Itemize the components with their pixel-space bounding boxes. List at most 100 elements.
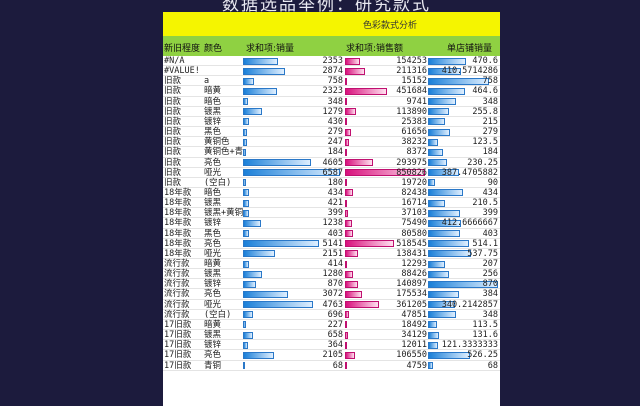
cell-color[interactable]: 镀黑+黄铜 (204, 208, 244, 219)
cell-color[interactable]: 镀锌 (204, 218, 222, 229)
cell-color[interactable]: 暗黄 (204, 319, 222, 330)
cell-per-store[interactable]: 403 (482, 228, 498, 239)
table-row[interactable]: 旧款 黄铜色 247 38232 123.5 (163, 137, 500, 148)
cell-amount[interactable]: 9741 (406, 96, 427, 107)
cell-color[interactable]: (空白) (204, 177, 232, 188)
cell-per-store[interactable]: 256 (482, 269, 498, 280)
cell-qty[interactable]: 421 (327, 198, 343, 209)
cell-color[interactable]: 黄铜色 (204, 137, 230, 148)
cell-per-store[interactable]: 384 (482, 289, 498, 300)
cell-qty[interactable]: 758 (327, 76, 343, 87)
cell-age[interactable]: 旧款 (164, 96, 182, 107)
cell-color[interactable]: 黑色 (204, 127, 222, 138)
cell-age[interactable]: 流行款 (164, 279, 190, 290)
cell-color[interactable]: 镀黑 (204, 198, 222, 209)
cell-amount[interactable]: 451684 (396, 86, 427, 97)
cell-per-store[interactable]: 348 (482, 96, 498, 107)
cell-qty[interactable]: 180 (327, 177, 343, 188)
cell-per-store[interactable]: 131.6 (472, 330, 498, 341)
table-row[interactable]: 旧款 (空白) 180 19720 90 (163, 178, 500, 188)
table-row[interactable]: 流行款 (空白) 696 47851 348 (163, 310, 500, 320)
cell-qty[interactable]: 68 (332, 360, 343, 371)
cell-amount[interactable]: 293975 (396, 157, 427, 168)
cell-per-store[interactable]: 537.75 (467, 248, 498, 259)
cell-amount[interactable]: 850826 (396, 167, 427, 178)
cell-color[interactable]: 镀锌 (204, 279, 222, 290)
cell-amount[interactable]: 25383 (401, 116, 427, 127)
cell-qty[interactable]: 2874 (322, 66, 343, 77)
cell-per-store[interactable]: 410.5714286 (441, 66, 498, 77)
cell-age[interactable]: 18年款 (164, 187, 192, 198)
cell-per-store[interactable]: 230.25 (467, 157, 498, 168)
cell-qty[interactable]: 870 (327, 279, 343, 290)
cell-amount[interactable]: 154253 (396, 56, 427, 66)
cell-age[interactable]: 17旧款 (164, 330, 192, 341)
cell-color[interactable]: a (204, 76, 210, 87)
table-row[interactable]: 流行款 镀黑 1280 88426 256 (163, 269, 500, 280)
cell-qty[interactable]: 4763 (322, 299, 343, 310)
cell-color[interactable]: 暗黄 (204, 86, 222, 97)
cell-color[interactable]: 镀锌 (204, 340, 222, 351)
cell-qty[interactable]: 1280 (322, 269, 343, 280)
cell-color[interactable]: 亮色 (204, 350, 222, 361)
cell-qty[interactable]: 5141 (322, 238, 343, 249)
cell-qty[interactable]: 3072 (322, 289, 343, 300)
cell-qty[interactable]: 279 (327, 127, 343, 138)
cell-age[interactable]: 17旧款 (164, 319, 192, 330)
cell-per-store[interactable]: 526.25 (467, 350, 498, 361)
cell-age[interactable]: 旧款 (164, 127, 182, 138)
cell-qty[interactable]: 696 (327, 309, 343, 320)
cell-age[interactable]: 旧款 (164, 86, 182, 97)
cell-amount[interactable]: 140897 (396, 279, 427, 290)
cell-color[interactable]: 黑色 (204, 228, 222, 239)
cell-amount[interactable]: 175534 (396, 289, 427, 300)
cell-per-store[interactable]: 514.1 (472, 238, 498, 249)
table-row[interactable]: 旧款 亮色 4605 293975 230.25 (163, 158, 500, 168)
cell-amount[interactable]: 12293 (401, 259, 427, 269)
table-row[interactable]: 18年款 镀黑 421 16714 210.5 (163, 198, 500, 209)
cell-per-store[interactable]: 68 (487, 360, 498, 371)
cell-age[interactable]: 18年款 (164, 208, 192, 219)
cell-amount[interactable]: 138431 (396, 248, 427, 259)
cell-per-store[interactable]: 90 (487, 177, 498, 188)
cell-qty[interactable]: 399 (327, 208, 343, 219)
cell-amount[interactable]: 15152 (401, 76, 427, 87)
cell-color[interactable]: 青铜 (204, 360, 222, 371)
cell-qty[interactable]: 247 (327, 137, 343, 148)
cell-per-store[interactable]: 870 (482, 279, 498, 290)
cell-age[interactable]: 18年款 (164, 218, 192, 229)
cell-age[interactable]: 18年款 (164, 228, 192, 239)
table-row[interactable]: 旧款 暗黄 2323 451684 464.6 (163, 86, 500, 97)
cell-age[interactable]: 流行款 (164, 269, 190, 280)
table-row[interactable]: 旧款 黄铜色+青 184 8372 184 (163, 147, 500, 158)
table-row[interactable]: 18年款 镀黑+黄铜 399 37103 399 (163, 208, 500, 219)
cell-qty[interactable]: 414 (327, 259, 343, 269)
cell-qty[interactable]: 403 (327, 228, 343, 239)
cell-color[interactable]: 暗色 (204, 96, 222, 107)
table-row[interactable]: #VALUE! 2874 211316 410.5714286 (163, 66, 500, 77)
cell-age[interactable]: 流行款 (164, 289, 190, 300)
cell-age[interactable]: 18年款 (164, 238, 192, 249)
cell-amount[interactable]: 88426 (401, 269, 427, 280)
cell-per-store[interactable]: 399 (482, 208, 498, 219)
cell-amount[interactable]: 361205 (396, 299, 427, 310)
cell-qty[interactable]: 1238 (322, 218, 343, 229)
cell-amount[interactable]: 80580 (401, 228, 427, 239)
cell-age[interactable]: 流行款 (164, 309, 190, 320)
cell-amount[interactable]: 47851 (401, 309, 427, 320)
table-row[interactable]: 旧款 暗色 348 9741 348 (163, 97, 500, 107)
cell-per-store[interactable]: 184 (482, 147, 498, 158)
cell-color[interactable]: 哑光 (204, 248, 222, 259)
cell-amount[interactable]: 37103 (401, 208, 427, 219)
cell-per-store[interactable]: 340.2142857 (441, 299, 498, 310)
table-row[interactable]: 17旧款 镀黑 658 34129 131.6 (163, 330, 500, 341)
table-row[interactable]: 18年款 亮色 5141 518545 514.1 (163, 239, 500, 249)
cell-amount[interactable]: 18492 (401, 319, 427, 330)
cell-per-store[interactable]: 758 (482, 76, 498, 87)
cell-per-store[interactable]: 210.5 (472, 198, 498, 209)
table-row[interactable]: 流行款 暗黄 414 12293 207 (163, 259, 500, 270)
cell-per-store[interactable]: 121.3333333 (441, 340, 498, 351)
header-per-store[interactable]: 单店铺销量 (447, 44, 493, 54)
table-row[interactable]: 流行款 哑光 4763 361205 340.2142857 (163, 300, 500, 310)
cell-amount[interactable]: 38232 (401, 137, 427, 148)
